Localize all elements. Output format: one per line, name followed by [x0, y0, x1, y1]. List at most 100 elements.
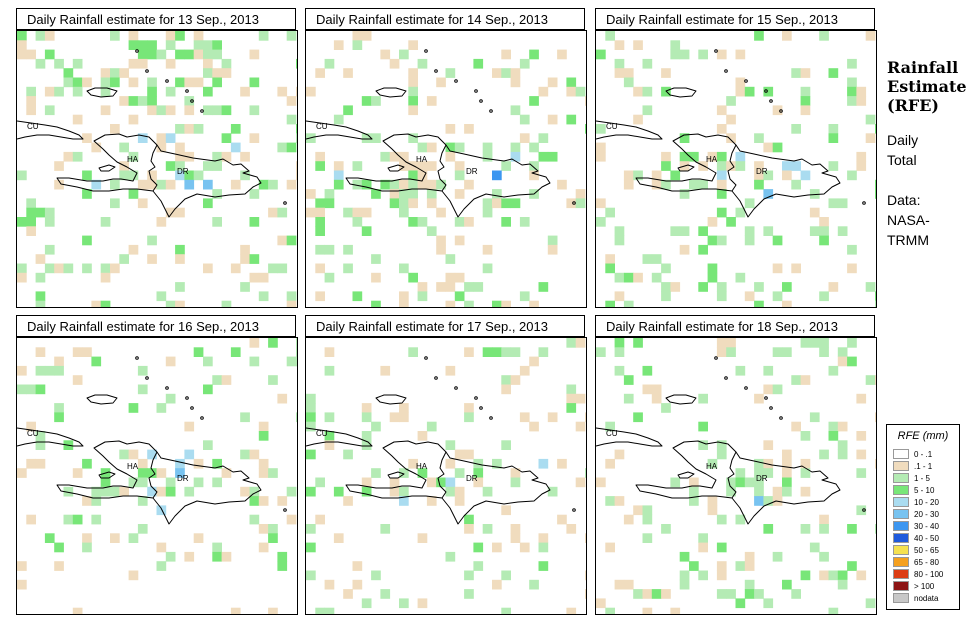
rainfall-cell — [464, 300, 474, 307]
rainfall-cell — [510, 142, 521, 153]
rainfall-cell — [716, 449, 727, 460]
rainfall-cell — [445, 272, 456, 283]
country-label-haiti: HA — [706, 462, 718, 471]
rainfall-cell — [501, 440, 511, 450]
rainfall-cell — [156, 105, 167, 116]
rainfall-cell — [100, 217, 111, 227]
rainfall-cell — [642, 533, 653, 543]
rainfall-cell — [212, 49, 222, 60]
small-island — [185, 396, 189, 400]
rainfall-cell — [772, 142, 783, 153]
legend-swatch — [893, 581, 909, 591]
rainfall-cell — [230, 263, 241, 274]
rainfall-cell — [464, 589, 474, 599]
rainfall-cell — [754, 486, 764, 497]
rainfall-cell — [566, 403, 577, 413]
rainfall-cell — [698, 542, 708, 553]
rainfall-cell — [389, 412, 400, 423]
rainfall-cell — [661, 589, 671, 599]
rainfall-cell — [352, 579, 363, 590]
rainfall-cell — [296, 133, 297, 143]
rainfall-cell — [800, 486, 811, 497]
rainfall-cell — [221, 300, 232, 307]
rainfall-cell — [315, 291, 325, 302]
rainfall-cell — [296, 161, 297, 171]
rainfall-cell — [380, 589, 391, 599]
rainfall-cell — [371, 421, 381, 432]
rainfall-cell — [623, 393, 634, 404]
small-island — [572, 508, 576, 512]
rainfall-cells — [596, 338, 876, 614]
rainfall-cell — [670, 282, 681, 292]
rainfall-cell — [35, 347, 46, 357]
rainfall-cell — [333, 179, 344, 190]
rainfall-cell — [212, 542, 222, 553]
rainfall-cell — [389, 189, 400, 199]
panel-title: Daily Rainfall estimate for 17 Sep., 201… — [305, 315, 585, 337]
rainfall-cell — [286, 31, 297, 41]
rainfall-cell — [819, 226, 829, 236]
rainfall-cell — [875, 524, 876, 534]
rainfall-map-svg: CU HA DR — [17, 31, 297, 307]
rainfall-cell — [100, 272, 111, 283]
rainfall-cell — [529, 356, 539, 367]
rainfall-cell — [847, 524, 857, 534]
rainfall-cell — [268, 533, 278, 543]
rainfall-cell — [716, 514, 727, 525]
rainfall-cell — [782, 486, 792, 497]
rainfall-cell — [763, 384, 774, 395]
rainfall-cell — [17, 170, 27, 181]
sidebar-title-line2: Estimate — [887, 77, 967, 96]
rainfall-cell — [623, 375, 634, 385]
rainfall-cell — [614, 58, 625, 69]
rainfall-cell — [856, 161, 867, 171]
rainfall-cell — [221, 551, 232, 562]
coastline-layer — [596, 356, 866, 525]
rainfall-cell — [417, 533, 428, 543]
rainfall-cell — [110, 263, 120, 274]
rainfall-cell — [679, 579, 690, 590]
rainfall-cell — [175, 468, 185, 478]
rainfall-cell — [296, 124, 297, 134]
rainfall-cell — [352, 561, 363, 571]
small-island — [744, 386, 748, 390]
rainfall-cell — [399, 49, 409, 60]
legend-label: > 100 — [914, 582, 935, 591]
rainfall-cell — [707, 263, 718, 274]
rainfall-cell — [492, 300, 502, 307]
legend-label: 50 - 65 — [914, 546, 939, 555]
rainfall-cell — [716, 105, 727, 116]
rainfall-cell — [623, 179, 634, 190]
rainfall-cell — [633, 272, 643, 283]
legend-item: 30 - 40 — [893, 521, 939, 532]
rainfall-cell — [408, 170, 418, 181]
rainfall-cell — [352, 31, 363, 41]
rainfall-cell — [445, 365, 456, 376]
rainfall-cell — [726, 96, 736, 106]
rainfall-cell — [763, 598, 774, 609]
rainfall-cell — [26, 217, 36, 227]
rainfall-cell — [54, 263, 64, 274]
rainfall-cell — [575, 338, 586, 348]
rainfall-cell — [529, 421, 539, 432]
rainfall-cell — [754, 282, 764, 292]
rainfall-cell — [754, 589, 764, 599]
rainfall-cell — [633, 505, 643, 516]
rainfall-cell — [371, 133, 381, 143]
rainfall-cell — [44, 49, 55, 60]
rainfall-cell — [744, 477, 755, 488]
rainfall-cell — [193, 124, 204, 134]
rainfall-cell — [306, 421, 316, 432]
rainfall-cell — [436, 179, 446, 190]
rainfall-cell — [735, 561, 746, 571]
rainfall-cell — [240, 486, 250, 497]
rainfall-cell — [417, 179, 428, 190]
rainfall-cell — [519, 58, 530, 69]
cuba-coastline — [17, 120, 84, 140]
rainfall-cell — [352, 179, 363, 190]
rainfall-cell — [137, 133, 148, 143]
rainfall-cell — [306, 189, 316, 199]
rainfall-cell — [417, 431, 428, 441]
rainfall-cell — [147, 486, 157, 497]
rainfall-cell — [716, 282, 727, 292]
